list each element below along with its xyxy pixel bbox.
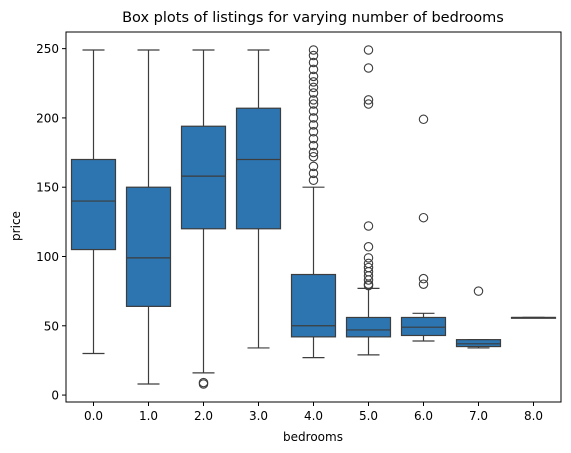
outlier-point bbox=[308, 168, 319, 179]
y-tick-label: 100 bbox=[36, 250, 59, 264]
box-group-4.0 bbox=[290, 45, 337, 359]
outlier-point bbox=[363, 258, 374, 269]
box-group-7.0 bbox=[455, 286, 502, 349]
outlier-point bbox=[308, 147, 319, 158]
outlier-point bbox=[363, 99, 374, 109]
outlier-point bbox=[418, 114, 429, 125]
outlier-point bbox=[418, 212, 429, 223]
box-group-2.0 bbox=[180, 49, 227, 389]
outlier-point bbox=[308, 45, 319, 55]
outlier-point bbox=[363, 253, 374, 263]
box-iqr bbox=[235, 107, 282, 230]
x-tick-label: 5.0 bbox=[359, 409, 378, 423]
outlier-point bbox=[363, 63, 374, 73]
outlier-point bbox=[418, 273, 429, 284]
chart-title: Box plots of listings for varying number… bbox=[122, 10, 504, 26]
outlier-point bbox=[308, 71, 319, 82]
box-group-8.0 bbox=[510, 316, 557, 319]
outlier-point bbox=[308, 88, 319, 98]
outlier-point bbox=[308, 151, 319, 162]
outlier-point bbox=[308, 133, 319, 144]
outlier-point bbox=[308, 57, 319, 68]
box-group-6.0 bbox=[400, 114, 447, 342]
outlier-point bbox=[308, 175, 319, 186]
outlier-point bbox=[308, 77, 319, 87]
outlier-point bbox=[363, 95, 374, 105]
x-tick-label: 7.0 bbox=[469, 409, 488, 423]
y-tick-label: 0 bbox=[51, 389, 59, 403]
outlier-point bbox=[308, 140, 319, 151]
y-tick-label: 50 bbox=[44, 319, 59, 333]
box-iqr bbox=[125, 186, 172, 307]
x-tick-label: 6.0 bbox=[414, 409, 433, 423]
outlier-point bbox=[308, 161, 319, 172]
outlier-point bbox=[363, 262, 374, 273]
box-group-0.0 bbox=[70, 49, 117, 355]
x-tick-label: 2.0 bbox=[194, 409, 213, 423]
outlier-point bbox=[308, 106, 319, 116]
outlier-point bbox=[363, 45, 374, 55]
outlier-point bbox=[308, 95, 319, 105]
box-iqr bbox=[400, 316, 447, 337]
outlier-point bbox=[363, 221, 374, 231]
outlier-point bbox=[308, 99, 319, 109]
outlier-point bbox=[473, 286, 484, 296]
outlier-point bbox=[198, 377, 209, 388]
box-group-5.0 bbox=[345, 45, 392, 356]
x-axis-label: bedrooms bbox=[283, 430, 343, 444]
outlier-point bbox=[308, 50, 319, 61]
box-iqr bbox=[290, 273, 337, 338]
outlier-point bbox=[363, 242, 374, 252]
box-iqr bbox=[345, 316, 392, 338]
outlier-point bbox=[418, 279, 429, 289]
axes-layer: 0 50 100 150 200 250 0.0 1.0 2.0 3.0 4.0 5.0 6.0 7.0 8… bbox=[36, 31, 562, 423]
y-tick-label: 200 bbox=[36, 111, 59, 125]
x-tick-label: 0.0 bbox=[84, 409, 103, 423]
outlier-point bbox=[308, 82, 319, 93]
outlier-point bbox=[308, 127, 319, 137]
x-tick-label: 8.0 bbox=[524, 409, 543, 423]
box-iqr bbox=[180, 125, 227, 230]
y-tick-label: 250 bbox=[36, 42, 59, 56]
outlier-point bbox=[308, 64, 319, 75]
outlier-point bbox=[308, 120, 319, 130]
box-iqr bbox=[455, 339, 502, 348]
box-iqr bbox=[70, 158, 117, 251]
boxes-layer bbox=[70, 45, 557, 389]
y-tick-label: 150 bbox=[36, 181, 59, 195]
y-axis-label: price bbox=[9, 211, 23, 241]
x-tick-label: 4.0 bbox=[304, 409, 323, 423]
x-tick-label: 1.0 bbox=[139, 409, 158, 423]
box-group-3.0 bbox=[235, 49, 282, 349]
box-group-1.0 bbox=[125, 49, 172, 385]
x-tick-label: 3.0 bbox=[249, 409, 268, 423]
outlier-point bbox=[308, 113, 319, 123]
